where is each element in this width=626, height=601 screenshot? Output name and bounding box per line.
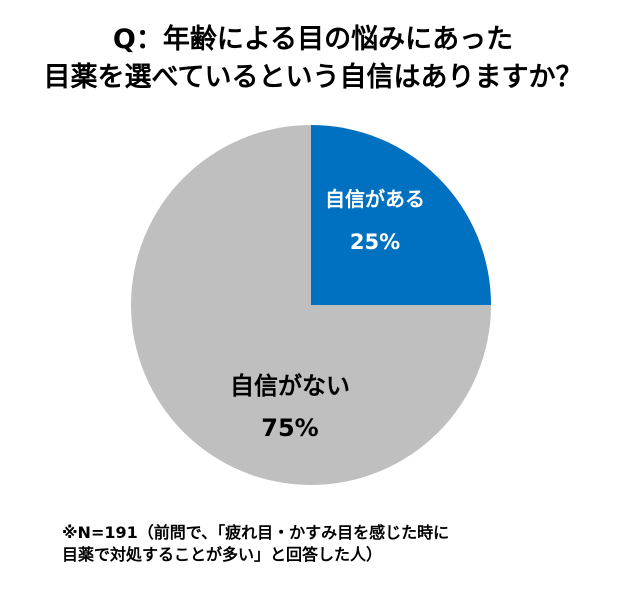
sample-note-line-1: ※N=191（前問で、「疲れ目・かすみ目を感じた時に — [62, 523, 450, 542]
slice-confident — [311, 125, 491, 305]
sample-note-line-2: 目薬で対処することが多い」と回答した人） — [62, 545, 383, 564]
slice-value-no-confidence: 75% — [261, 414, 319, 442]
chart-title-line-1: Q：年齢による目の悩みにあった — [112, 24, 514, 55]
chart-title-line-2: 目薬を選べているという自信はありますか？ — [43, 62, 583, 93]
slice-label-confident: 自信がある — [325, 187, 425, 211]
sample-note: ※N=191（前問で、「疲れ目・かすみ目を感じた時に 目薬で対処することが多い」… — [62, 522, 449, 566]
slice-label-no-confidence: 自信がない — [230, 372, 350, 400]
slice-value-confident: 25% — [349, 230, 401, 254]
